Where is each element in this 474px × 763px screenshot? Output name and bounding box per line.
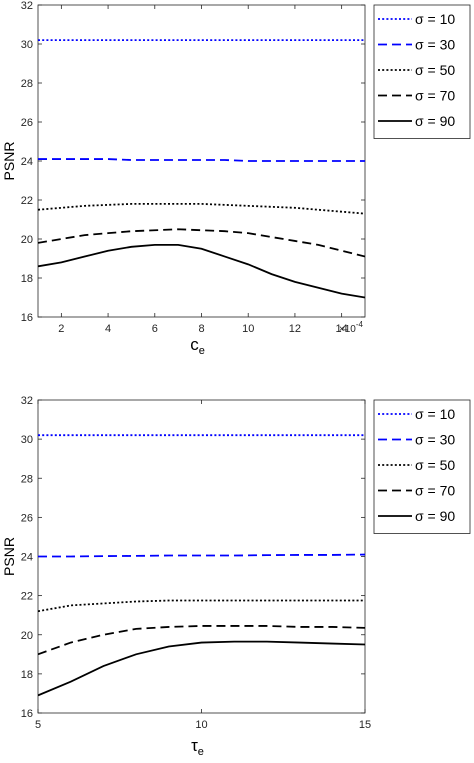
y-axis-label: PSNR <box>1 142 17 181</box>
y-tick-label: 24 <box>21 156 33 168</box>
y-tick-label: 16 <box>21 312 33 324</box>
plot-area <box>37 4 366 318</box>
x-tick-label: 2 <box>58 323 64 335</box>
y-tick-label: 18 <box>21 273 33 285</box>
series-line-3 <box>38 202 365 215</box>
x-tick-label: 10 <box>242 323 254 335</box>
x-tick-label: 6 <box>152 323 158 335</box>
y-tick-label: 28 <box>21 473 33 485</box>
y-tick-label: 32 <box>21 395 33 407</box>
legend-label: σ = 30 <box>415 432 455 448</box>
legend-label: σ = 90 <box>415 113 455 129</box>
legend-label: σ = 70 <box>415 483 455 499</box>
series-line-4 <box>38 228 365 258</box>
y-tick-label: 26 <box>21 512 33 524</box>
x-axis-label-main: c <box>190 335 199 354</box>
series-line-5 <box>38 640 365 697</box>
legend-label: σ = 90 <box>415 508 455 524</box>
y-tick-label: 22 <box>21 195 33 207</box>
y-tick-label: 18 <box>21 669 33 681</box>
y-tick-label: 32 <box>21 0 33 12</box>
series-line-2 <box>38 553 365 558</box>
legend-label: σ = 70 <box>415 88 455 104</box>
legend-label: σ = 50 <box>415 457 455 473</box>
y-tick-label: 28 <box>21 78 33 90</box>
y-tick-label: 16 <box>21 708 33 720</box>
x-axis-label-main: τ <box>191 736 198 755</box>
y-tick-label: 30 <box>21 39 33 51</box>
legend-box <box>373 4 471 139</box>
plot-area <box>37 399 366 714</box>
legend-label: σ = 10 <box>415 11 455 27</box>
y-axis-label: PSNR <box>1 537 17 576</box>
legend-box <box>373 399 471 534</box>
series-line-4 <box>38 625 365 656</box>
y-tick-label: 30 <box>21 434 33 446</box>
x-tick-label: 14 <box>336 323 348 335</box>
y-tick-label: 22 <box>21 591 33 603</box>
x-axis-label: τe <box>191 736 204 758</box>
x-axis-label: ce <box>190 335 205 357</box>
y-tick-label: 20 <box>21 234 33 246</box>
legend-label: σ = 10 <box>415 406 455 422</box>
x-tick-label: 4 <box>105 323 111 335</box>
series-line-5 <box>38 243 365 299</box>
y-tick-label: 24 <box>21 552 33 564</box>
legend-label: σ = 50 <box>415 62 455 78</box>
chart-panel-2: 16 18 20 22 24 26 28 30 32 5 10 15 PSNR τe σ = 10 σ = 3… <box>1 395 471 758</box>
x-axis-multiplier: ×10-4 <box>339 320 364 335</box>
x-tick-label: 15 <box>359 719 371 731</box>
series-line-3 <box>38 599 365 613</box>
series-line-2 <box>38 158 365 162</box>
x-tick-label: 5 <box>35 719 41 731</box>
x-tick-label: 12 <box>289 323 301 335</box>
x-axis-multiplier-base: ×10 <box>339 324 356 335</box>
x-axis-label-subscript: e <box>198 746 204 758</box>
x-tick-label: 10 <box>195 719 207 731</box>
x-tick-label: 8 <box>198 323 204 335</box>
y-tick-label: 20 <box>21 630 33 642</box>
legend: σ = 10 σ = 30 σ = 50 σ = 70 σ = 90 <box>373 399 471 534</box>
legend-label: σ = 30 <box>415 37 455 53</box>
y-tick-label: 26 <box>21 117 33 129</box>
legend: σ = 10 σ = 30 σ = 50 σ = 70 σ = 90 <box>373 4 471 139</box>
x-axis-multiplier-exponent: -4 <box>356 320 364 329</box>
x-axis-label-subscript: e <box>199 345 205 357</box>
